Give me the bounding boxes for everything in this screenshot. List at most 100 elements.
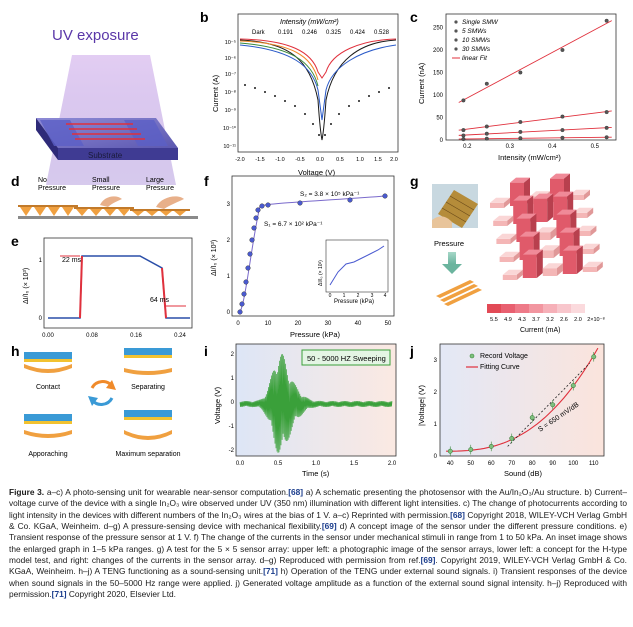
d-label-small: Small Pressure xyxy=(92,177,120,192)
g-scale-label: Current (mA) xyxy=(520,327,560,334)
h-label-max-separation: Maximum separation xyxy=(116,451,181,458)
j-slope-line xyxy=(507,362,590,447)
f-xtick-4: 40 xyxy=(355,321,362,327)
f-xtick-2: 20 xyxy=(295,321,302,327)
j-xtick: 100 xyxy=(568,461,579,467)
g-colorbar-cell xyxy=(501,304,515,313)
j-ytick: 0 xyxy=(434,454,438,460)
g-colorbar-cell xyxy=(487,304,501,313)
g-bar-front xyxy=(539,250,554,258)
figure-caption: Figure 3. a–c) A photo-sensing unit for … xyxy=(9,487,627,600)
b-xtick-2: -1.0 xyxy=(275,157,284,163)
g-bar-top xyxy=(550,173,570,179)
f-ytick-2: 2 xyxy=(227,238,231,244)
h-state-contact xyxy=(24,352,72,373)
g-bar-top xyxy=(493,215,514,221)
g-bar-top xyxy=(553,191,574,197)
j-point xyxy=(509,435,515,441)
i-signal-trace xyxy=(239,354,393,453)
caption-text-7: Copyright 2020, Elsevier Ltd. xyxy=(66,589,176,600)
j-legend-1: Fitting Curve xyxy=(480,364,520,371)
g-bar-side xyxy=(507,215,514,226)
g-bar-front xyxy=(536,232,551,240)
j-point xyxy=(529,415,535,421)
j-xtick: 90 xyxy=(549,461,556,467)
caption-text-3: Copyright 2018, WILEY-VCH Verlag GmbH & … xyxy=(9,509,627,532)
d-label-no: No Pressure xyxy=(38,177,66,192)
f-inset-ylabel: ΔI/I₀ (× 10³) xyxy=(318,260,324,286)
j-ytick: 2 xyxy=(434,390,438,396)
g-bar-side xyxy=(504,197,510,208)
g-bar-front xyxy=(496,238,511,244)
i-xtick-3: 1.5 xyxy=(350,461,359,467)
i-xlabel: Time (s) xyxy=(302,469,330,478)
caption-ref-1[interactable]: [68] xyxy=(288,487,304,497)
b-xtick-0: -2.0 xyxy=(235,157,244,163)
panel-g-letter: g xyxy=(410,173,419,189)
g-scale-0: 5.5 xyxy=(490,317,498,323)
c-point xyxy=(604,125,609,130)
b-dark-markers xyxy=(244,84,390,136)
b-yticks: 10⁻⁵ 10⁻⁶ 10⁻⁷ 10⁻⁸ 10⁻⁹ 10⁻¹⁰ 10⁻¹¹ xyxy=(223,39,237,150)
substrate-front xyxy=(58,148,178,160)
j-ytick: 3 xyxy=(434,358,438,364)
j-xtick: 60 xyxy=(488,461,495,467)
j-point xyxy=(591,354,597,360)
g-bar-side xyxy=(553,245,560,258)
h-label-approaching: Apporaching xyxy=(28,451,67,458)
c-point xyxy=(604,110,609,115)
caption-ref-6[interactable]: [71] xyxy=(51,589,67,600)
g-bar-side xyxy=(516,269,523,280)
plot-b-frame xyxy=(237,13,399,153)
g-bar-top xyxy=(542,263,563,269)
i-xtick-4: 2.0 xyxy=(388,461,397,467)
g-scale-2: 4.3 xyxy=(518,317,526,323)
b-xtick-5: 0.5 xyxy=(336,157,344,163)
c-xlabel: Intensity (mW/cm²) xyxy=(498,153,561,162)
h-label-contact: Contact xyxy=(36,384,60,391)
caption-text-6: h) Operation of the TENG under external … xyxy=(9,566,628,600)
c-ytick: 150 xyxy=(433,71,444,77)
caption-ref-2[interactable]: [68] xyxy=(450,509,465,520)
g-bar-side xyxy=(590,225,597,236)
c-ytick: 50 xyxy=(436,116,443,122)
b-legend: Dark 0.191 0.246 0.325 0.424 0.528 xyxy=(252,30,390,36)
e-ylabel: ΔI/I₀ (× 10³) xyxy=(23,268,30,304)
c-ylabel: Current (nA) xyxy=(417,62,426,104)
panel-f-letter: f xyxy=(204,173,209,189)
f-xtick-3: 30 xyxy=(325,321,332,327)
g-bar-top xyxy=(510,177,530,183)
g-colorbar-cell xyxy=(543,304,557,313)
c-ytick: 200 xyxy=(433,48,444,54)
c-point xyxy=(560,135,565,140)
b-ytick-0: 10⁻⁵ xyxy=(225,39,236,46)
c-plot-area xyxy=(458,18,612,142)
f-inset-xlabel: Pressure (kPa) xyxy=(334,299,374,305)
c-point xyxy=(518,70,523,75)
c-ticks: 0.2 0.3 0.4 0.5 0 50 100 150 200 250 xyxy=(433,26,600,151)
f-xticks: 0 10 20 30 40 50 xyxy=(236,321,392,327)
caption-ref-5[interactable]: [71] xyxy=(263,566,278,577)
caption-text-2: a) A schematic presenting the photosenso… xyxy=(9,487,627,520)
g-bar-top xyxy=(513,195,534,201)
c-ytick: 250 xyxy=(433,26,444,32)
g-bar-array xyxy=(490,173,603,280)
uv-exposure-title: UV exposure xyxy=(52,27,139,44)
b-ytick-3: 10⁻⁸ xyxy=(225,89,236,96)
i-ytick-0: -2 xyxy=(229,448,235,454)
f-inset xyxy=(325,239,389,293)
b-xtick-4: 0.0 xyxy=(316,157,324,163)
e-response-line xyxy=(48,255,190,319)
f-xlabel: Pressure (kPa) xyxy=(290,330,341,339)
b-legend-3: 0.325 xyxy=(326,30,342,36)
d-labels: No Pressure Small Pressure Large Pressure xyxy=(38,177,174,192)
e-rise-highlight xyxy=(79,255,83,319)
g-scale-5: 2.6 xyxy=(560,317,568,323)
panel-b: b Intensity (mW/cm²) Dark 0.191 0.246 0.… xyxy=(200,9,399,177)
panel-i-letter: i xyxy=(204,343,208,359)
caption-ref-4[interactable]: [69] xyxy=(420,555,436,566)
c-point xyxy=(518,136,523,141)
caption-ref-3[interactable]: [69] xyxy=(321,521,337,532)
c-legend-0: Single SMW xyxy=(462,19,499,26)
g-bar-top xyxy=(519,231,540,237)
